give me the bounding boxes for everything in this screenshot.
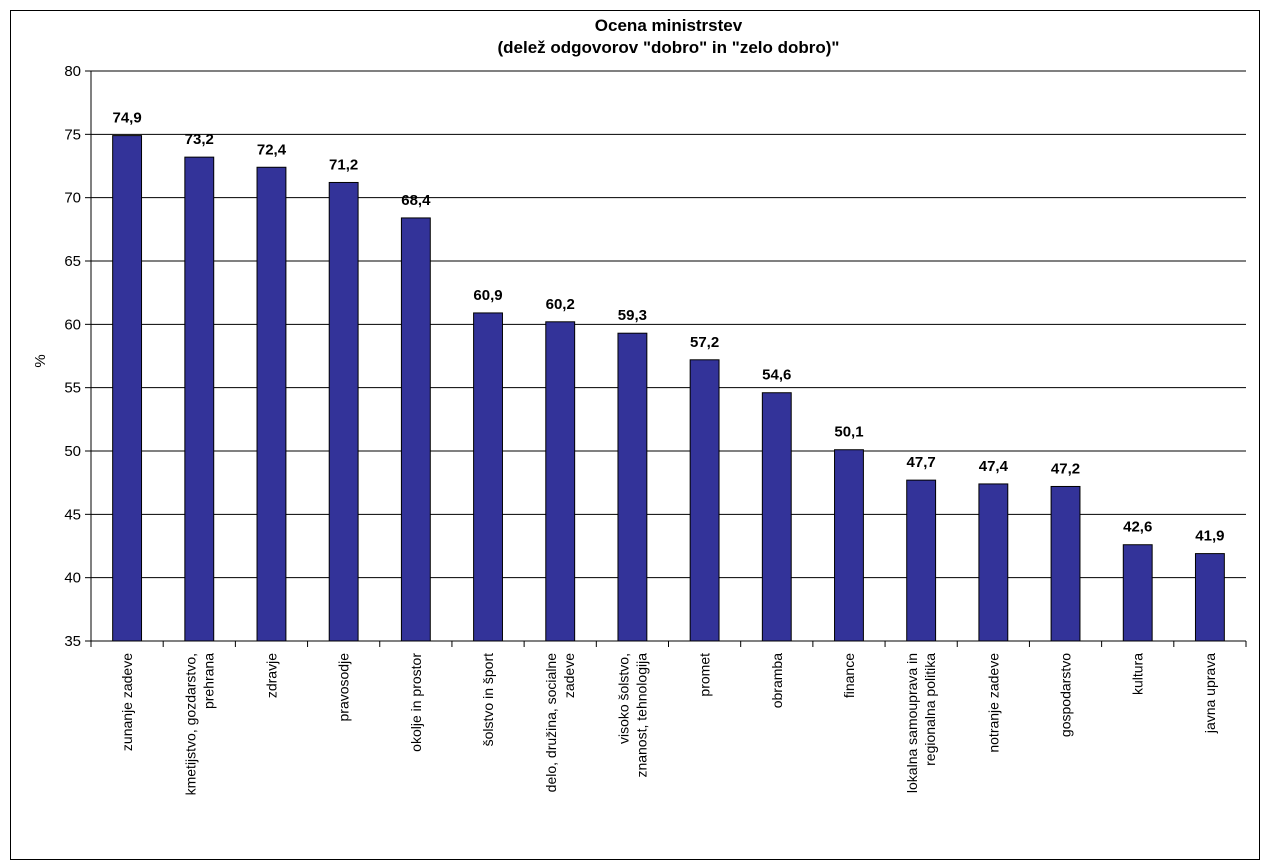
- y-tick-label: 65: [64, 253, 81, 270]
- data-label: 57,2: [690, 334, 719, 351]
- y-tick-label: 70: [64, 190, 81, 207]
- bar: [1122, 544, 1153, 642]
- category-label-line: lokalna samouprava in: [904, 653, 920, 793]
- category-label: promet: [697, 653, 713, 697]
- data-label: 72,4: [257, 141, 287, 158]
- bar: [761, 392, 792, 642]
- data-label: 73,2: [185, 131, 214, 148]
- y-axis-ticks: 35 40 45 50 55 60 65 70 75 80: [64, 63, 91, 650]
- bar: [256, 166, 287, 642]
- data-label: 71,2: [329, 156, 358, 173]
- category-label-line: pravosodje: [336, 653, 352, 722]
- data-label: 50,1: [834, 424, 863, 441]
- category-label-line: kultura: [1130, 653, 1146, 695]
- chart-frame: Ocena ministrstev (delež odgovorov "dobro…: [10, 10, 1260, 860]
- category-label: gospodarstvo: [1058, 653, 1074, 737]
- category-label: zdravje: [263, 653, 279, 698]
- data-label: 54,6: [762, 367, 791, 384]
- category-label-line: znanost, tehnologija: [633, 653, 649, 778]
- data-label: 60,2: [546, 296, 575, 313]
- bar: [545, 321, 576, 642]
- y-tick-label: 75: [64, 126, 81, 143]
- bars: [112, 135, 1225, 642]
- category-label: zunanje zadeve: [119, 653, 135, 751]
- data-label: 60,9: [473, 287, 502, 304]
- category-label-line: promet: [697, 653, 713, 697]
- data-label: 41,9: [1195, 528, 1224, 545]
- data-label: 47,2: [1051, 460, 1080, 477]
- category-label: kultura: [1130, 653, 1146, 695]
- data-label: 47,7: [907, 454, 936, 471]
- bar: [978, 483, 1009, 642]
- data-label: 47,4: [979, 458, 1009, 475]
- bar: [400, 217, 431, 642]
- chart-title-line: (delež odgovorov "dobro" in "zelo dobro)…: [497, 38, 839, 57]
- category-label: kmetijstvo, gozdarstvo, prehrana: [182, 653, 216, 796]
- bar-chart: Ocena ministrstev (delež odgovorov "dobro…: [32, 16, 1247, 796]
- category-label: obramba: [769, 653, 785, 708]
- category-label-line: visoko šolstvo,: [615, 653, 631, 744]
- category-label: javna uprava: [1202, 653, 1218, 734]
- bar: [1050, 485, 1081, 642]
- bar: [473, 312, 503, 642]
- y-tick-label: 45: [64, 506, 81, 523]
- category-label-line: prehrana: [200, 653, 216, 709]
- category-label: finance: [841, 653, 857, 698]
- category-label: pravosodje: [336, 653, 352, 722]
- data-label: 68,4: [401, 192, 431, 209]
- category-label-line: regionalna politika: [922, 653, 938, 766]
- category-label: lokalna samouprava in regionalna politika: [904, 653, 938, 793]
- y-tick-label: 50: [64, 443, 81, 460]
- data-label: 74,9: [112, 110, 141, 127]
- bar: [834, 449, 864, 642]
- category-label-line: kmetijstvo, gozdarstvo,: [182, 653, 198, 795]
- y-tick-label: 55: [64, 380, 81, 397]
- category-label-line: javna uprava: [1202, 653, 1218, 734]
- value-labels: 74,9 73,2 72,4 71,2 68,4 60,9 60,2 59,3 57,2 54,6…: [112, 110, 1224, 545]
- category-label-line: finance: [841, 653, 857, 698]
- bar: [689, 359, 720, 642]
- category-label-line: gospodarstvo: [1058, 653, 1074, 737]
- chart-title-line: Ocena ministrstev: [595, 16, 743, 35]
- category-label-line: zadeve: [561, 653, 577, 698]
- y-axis-label: %: [32, 354, 49, 367]
- category-label-line: zunanje zadeve: [119, 653, 135, 751]
- y-tick-label: 60: [64, 316, 81, 333]
- category-label-line: okolje in prostor: [408, 653, 424, 752]
- bar: [328, 181, 359, 642]
- axes: [90, 71, 1247, 647]
- data-label: 59,3: [618, 307, 647, 324]
- chart-title: Ocena ministrstev (delež odgovorov "dobro…: [497, 16, 839, 57]
- category-labels: zunanje zadeve kmetijstvo, gozdarstvo, pre…: [119, 653, 1218, 796]
- data-label: 42,6: [1123, 519, 1152, 536]
- category-label: notranje zadeve: [985, 653, 1001, 753]
- y-tick-label: 80: [64, 63, 81, 80]
- bar: [184, 156, 215, 642]
- category-label-line: notranje zadeve: [985, 653, 1001, 753]
- bar: [112, 135, 143, 642]
- bar: [906, 479, 937, 642]
- y-tick-label: 40: [64, 570, 81, 587]
- category-label: delo, družina, socialne zadeve: [543, 653, 577, 793]
- category-label-line: šolstvo in šport: [480, 653, 496, 746]
- category-label-line: delo, družina, socialne: [543, 653, 559, 793]
- y-tick-label: 35: [64, 633, 81, 650]
- category-label: okolje in prostor: [408, 653, 424, 752]
- bar: [617, 332, 648, 642]
- category-label: šolstvo in šport: [480, 653, 496, 746]
- category-label: visoko šolstvo, znanost, tehnologija: [615, 653, 649, 778]
- bar: [1194, 553, 1225, 642]
- category-label-line: obramba: [769, 653, 785, 708]
- category-label-line: zdravje: [263, 653, 279, 698]
